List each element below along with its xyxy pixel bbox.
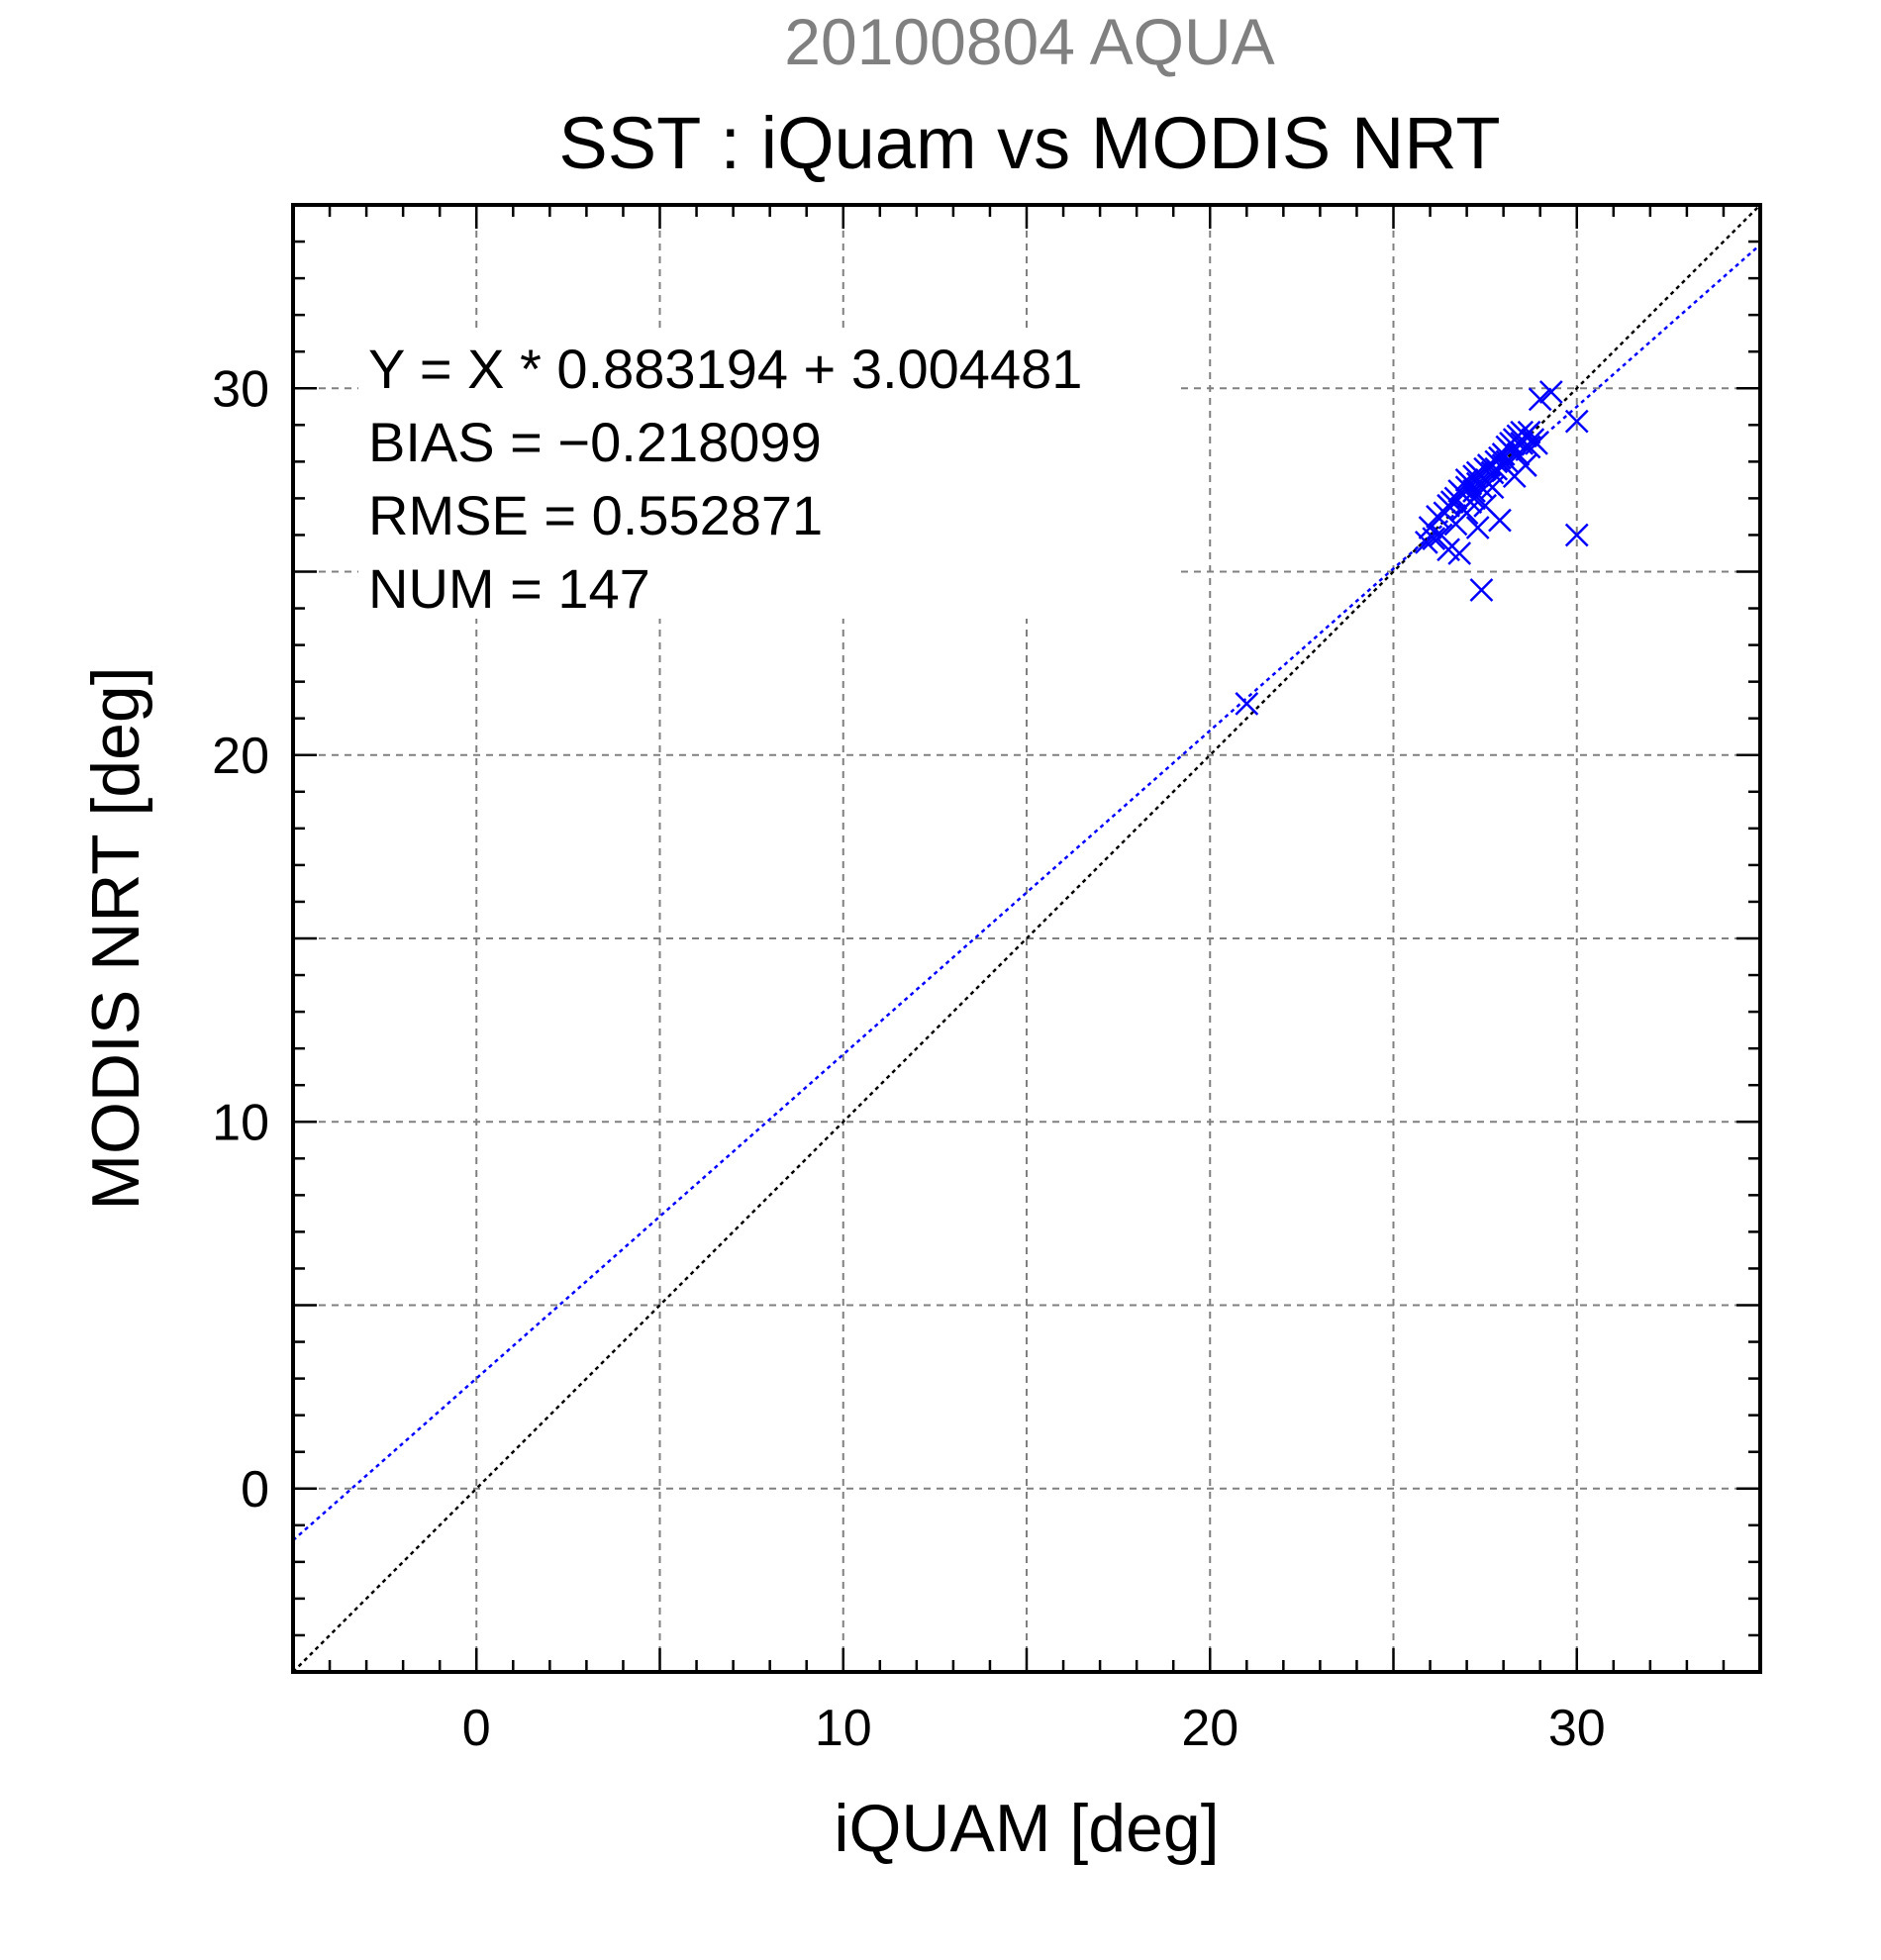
data-point (1525, 431, 1548, 455)
x-tick-label: 20 (1181, 1700, 1238, 1757)
data-point (1564, 523, 1589, 547)
data-point (1488, 508, 1512, 533)
x-axis-label: iQUAM [deg] (834, 1791, 1219, 1866)
y-axis-label: MODIS NRT [deg] (78, 666, 153, 1210)
chart-title: SST : iQuam vs MODIS NRT (558, 102, 1500, 184)
num-value: NUM = 147 (368, 557, 650, 620)
data-point (1528, 387, 1552, 412)
x-tick-label: 30 (1548, 1700, 1606, 1757)
y-tick-label: 0 (241, 1461, 269, 1519)
data-point (1469, 578, 1494, 602)
x-tick-label: 10 (815, 1700, 872, 1757)
regression-equation: Y = X * 0.883194 + 3.004481 (368, 338, 1082, 400)
x-tick-label: 0 (462, 1700, 491, 1757)
data-point (1513, 453, 1537, 477)
chart-title-top: 20100804 AQUA (784, 5, 1274, 78)
data-point (1564, 409, 1589, 434)
bias-value: BIAS = −0.218099 (368, 411, 822, 473)
data-points (1235, 380, 1589, 716)
statistics-box: Y = X * 0.883194 + 3.004481 BIAS = −0.21… (358, 332, 1180, 620)
data-point (1414, 530, 1438, 554)
data-point (1422, 527, 1446, 551)
data-point (1469, 475, 1494, 500)
tick-labels: 0 10 20 30 0 10 20 30 (212, 360, 1606, 1757)
regression-line (292, 244, 1761, 1541)
data-point (1517, 420, 1541, 444)
data-point (1235, 691, 1259, 716)
statistics-background (358, 332, 1180, 619)
y-tick-label: 10 (212, 1094, 269, 1151)
plot-frame (291, 203, 1762, 1674)
y-tick-label: 30 (212, 360, 269, 418)
data-point (1465, 516, 1490, 539)
data-point (1538, 380, 1563, 404)
data-point (1447, 541, 1472, 565)
rmse-value: RMSE = 0.552871 (368, 484, 823, 546)
data-point (1429, 523, 1453, 547)
y-tick-label: 20 (212, 728, 269, 785)
